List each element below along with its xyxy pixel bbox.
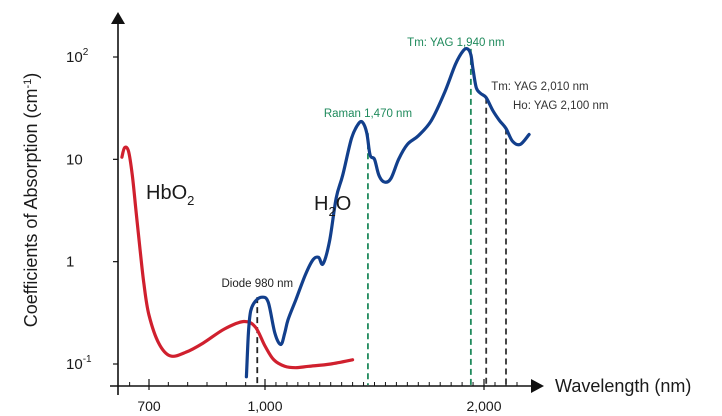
x-tick-label: 700: [137, 398, 161, 414]
annotation-label: Tm: YAG 2,010 nm: [491, 81, 588, 93]
y-tick-label: 102: [66, 47, 89, 66]
series-lines: [120, 46, 531, 379]
annotation-label: Raman 1,470 nm: [324, 108, 412, 120]
annotation-lines: [256, 48, 507, 385]
h2o-line: [244, 46, 531, 379]
y-axis-label: Coefficients of Absorption (cm-1): [21, 73, 41, 328]
x-axis-arrow: [531, 379, 544, 393]
y-tick-label: 10: [66, 151, 83, 168]
annotation-label: Diode 980 nm: [221, 278, 293, 290]
annotation-label: Ho: YAG 2,100 nm: [513, 100, 608, 112]
y-axis-arrow: [111, 12, 125, 24]
hbo2-line: [120, 145, 355, 370]
annotation-label: Tm: YAG 1,940 nm: [407, 37, 504, 49]
y-tick-label: 1: [66, 254, 74, 271]
x-tick-label: 1,000: [247, 398, 282, 414]
y-axis-label-sup: -1: [22, 79, 34, 89]
x-minor-ticks: [129, 382, 518, 386]
y-ticks: 10-1 1 10 102: [66, 47, 118, 373]
x-axis-label: Wavelength (nm): [555, 376, 691, 396]
hbo2-series-label: HbO2: [146, 182, 194, 208]
x-tick-label: 2,000: [466, 398, 501, 414]
annotation-labels: Diode 980 nm Raman 1,470 nm Tm: YAG 1,940 …: [221, 37, 608, 290]
h2o-series-label: H2O: [314, 193, 351, 219]
x-ticks: 700 1,000 2,000: [137, 379, 502, 414]
y-tick-label: 10-1: [66, 354, 92, 373]
